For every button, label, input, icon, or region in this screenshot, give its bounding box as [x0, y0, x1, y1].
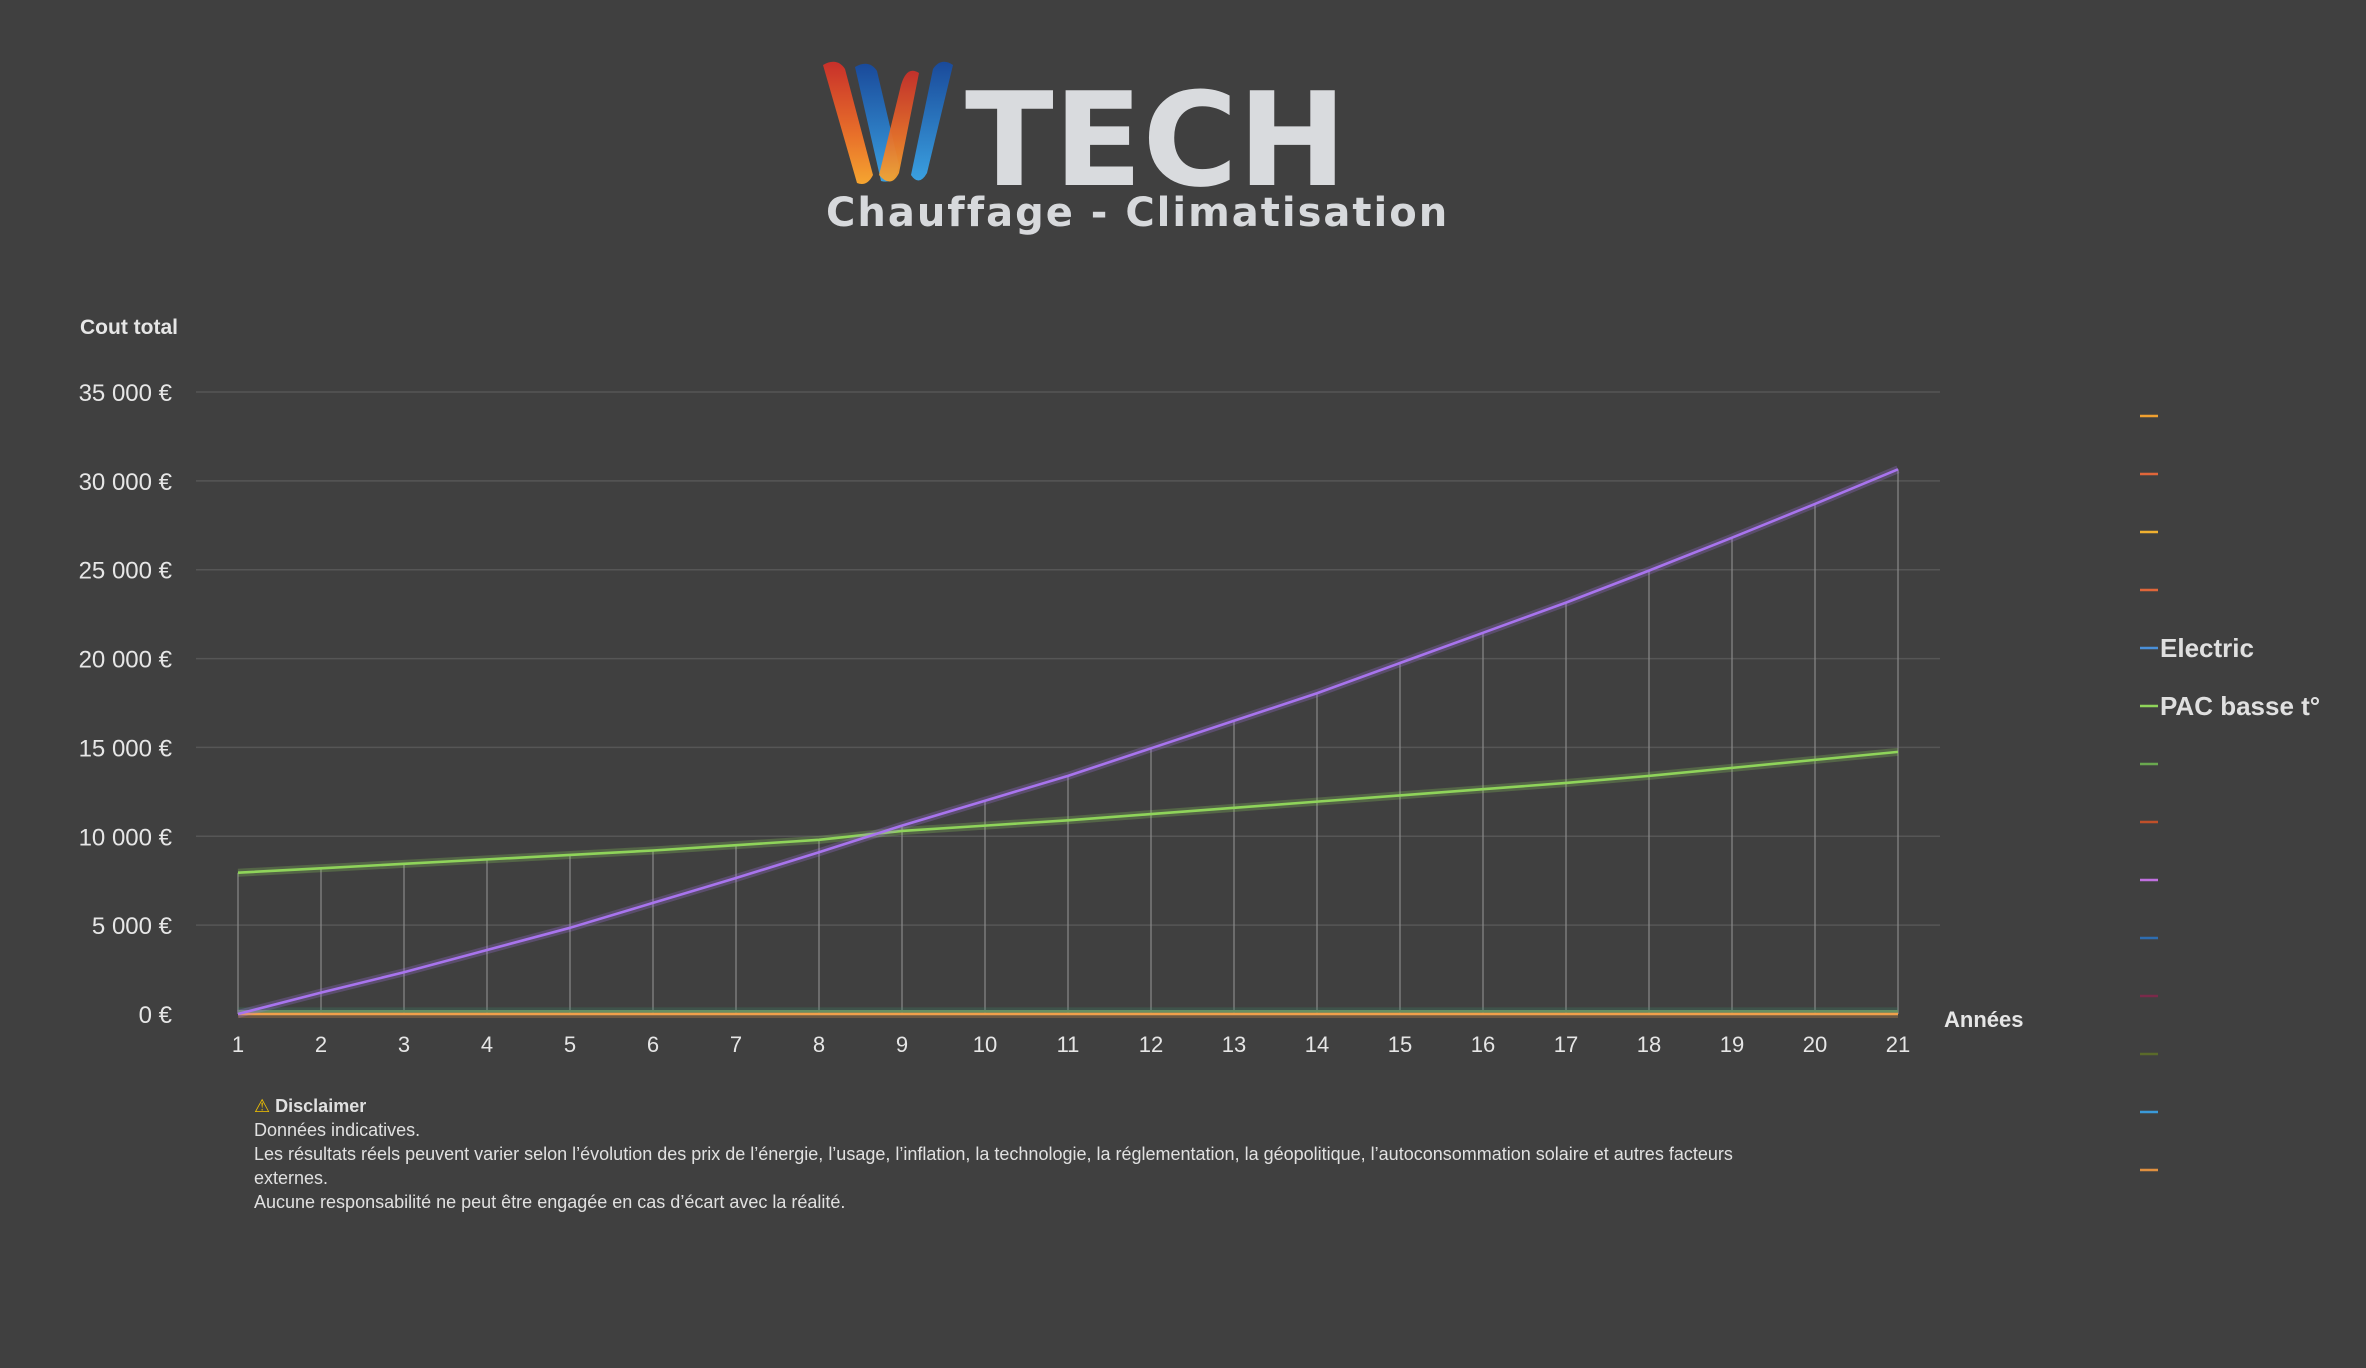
disclaimer-line-2: Les résultats réels peuvent varier selon… — [254, 1144, 1733, 1188]
y-tick-label: 15 000 € — [79, 735, 173, 762]
warning-icon: ⚠ — [254, 1096, 271, 1116]
disclaimer: ⚠ Disclaimer Données indicatives. Les ré… — [254, 1094, 1774, 1214]
x-tick-label: 13 — [1222, 1032, 1246, 1057]
y-tick-label: 25 000 € — [79, 558, 173, 585]
series-lines — [237, 465, 1900, 1018]
wtech-logo: TECH — [815, 55, 1355, 245]
y-tick-label: 20 000 € — [79, 647, 173, 674]
y-tick-label: 35 000 € — [79, 380, 173, 407]
disclaimer-title: Disclaimer — [275, 1096, 367, 1116]
x-tick-label: 12 — [1139, 1032, 1163, 1057]
series-electric — [237, 465, 1900, 1018]
y-tick-label: 0 € — [139, 1002, 173, 1029]
y-tick-label: 10 000 € — [79, 824, 173, 851]
x-tick-label: 18 — [1637, 1032, 1661, 1057]
x-tick-label: 8 — [813, 1032, 825, 1057]
x-tick-label: 9 — [896, 1032, 908, 1057]
legend-label: PAC basse t° — [2160, 691, 2320, 721]
x-tick-label: 7 — [730, 1032, 742, 1057]
x-tick-label: 4 — [481, 1032, 493, 1057]
x-axis-title: Années — [1944, 1007, 2023, 1032]
x-tick-label: 17 — [1554, 1032, 1578, 1057]
logo-wordmark: TECH — [965, 64, 1347, 205]
x-tick-label: 1 — [232, 1032, 244, 1057]
series-line — [237, 750, 1899, 875]
x-tick-label: 3 — [398, 1032, 410, 1057]
x-tick-label: 14 — [1305, 1032, 1329, 1057]
y-tick-label: 30 000 € — [79, 469, 173, 496]
series-pac-basse-t — [237, 747, 1899, 877]
series-line — [237, 468, 1899, 1016]
x-tick-label: 20 — [1803, 1032, 1827, 1057]
x-tick-label: 16 — [1471, 1032, 1495, 1057]
legend-label: Electric — [2160, 633, 2254, 663]
logo-subtitle: Chauffage - Climatisation — [826, 190, 1450, 236]
y-axis-title: Cout total — [80, 316, 178, 339]
x-tick-labels: 1 2 3 4 5 6 7 8 9 10 11 12 13 14 15 16 17 18 19 20 21 — [232, 1032, 1910, 1057]
w-mark-icon — [823, 61, 953, 184]
drop-lines — [237, 469, 1899, 1014]
x-tick-label: 15 — [1388, 1032, 1412, 1057]
x-tick-label: 21 — [1886, 1032, 1910, 1057]
disclaimer-line-1: Données indicatives. — [254, 1120, 421, 1140]
x-tick-label: 2 — [315, 1032, 327, 1057]
x-tick-label: 6 — [647, 1032, 659, 1057]
legend-item: Electric — [2140, 633, 2254, 663]
y-tick-labels: 0 € 5 000 € 10 000 € 15 000 € 20 000 € 25 000… — [79, 380, 173, 1029]
disclaimer-line-3: Aucune responsabilité ne peut être engag… — [254, 1192, 846, 1212]
x-tick-label: 11 — [1057, 1032, 1080, 1057]
x-tick-label: 19 — [1720, 1032, 1744, 1057]
legend: Electric PAC basse t° — [2140, 414, 2320, 1172]
x-tick-label: 5 — [564, 1032, 576, 1057]
x-tick-label: 10 — [973, 1032, 997, 1057]
y-tick-label: 5 000 € — [92, 913, 173, 940]
legend-item: PAC basse t° — [2140, 691, 2320, 721]
